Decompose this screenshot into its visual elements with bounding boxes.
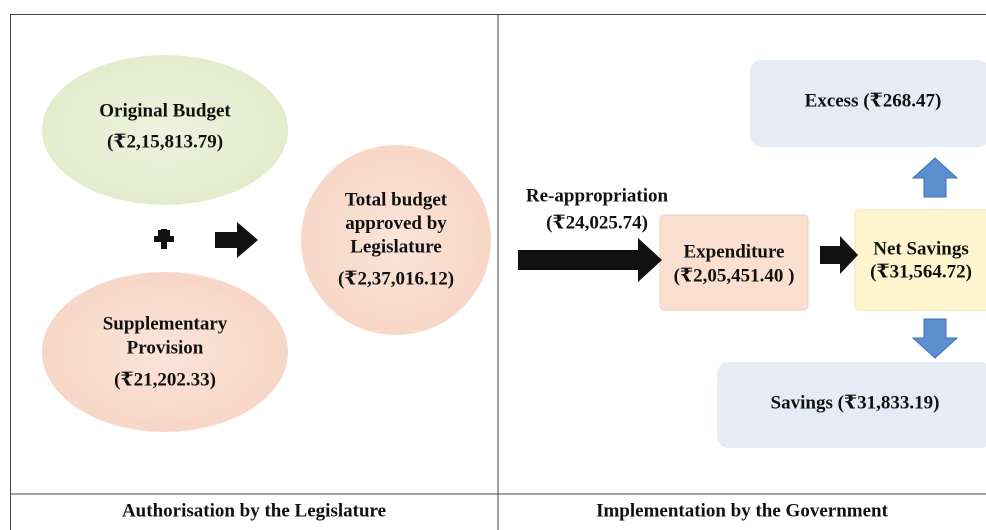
node-label: Net Savings bbox=[873, 238, 969, 259]
arrow bbox=[820, 236, 858, 274]
excess-box bbox=[750, 60, 986, 147]
frame bbox=[10, 14, 986, 530]
node-label: Original Budget bbox=[99, 100, 231, 121]
down-arrow bbox=[911, 318, 959, 359]
node-amount: (₹2,05,451.40 ) bbox=[674, 265, 795, 286]
node-label: Legislature bbox=[350, 236, 441, 257]
plus bbox=[154, 229, 174, 249]
node-label: Provision bbox=[127, 337, 204, 358]
original-budget-ellipse bbox=[42, 55, 288, 205]
node-amount: (₹2,15,813.79) bbox=[107, 131, 223, 152]
node-amount: (₹31,564.72) bbox=[870, 261, 972, 282]
total-budget-circle bbox=[301, 145, 491, 335]
up-arrow bbox=[911, 157, 959, 198]
caption: Authorisation by the Legislature bbox=[122, 500, 386, 521]
node-amount: (₹24,025.74) bbox=[546, 212, 648, 233]
node-amount: (₹2,37,016.12) bbox=[338, 268, 454, 289]
node-label: Supplementary bbox=[103, 313, 228, 334]
node-amount: (₹21,202.33) bbox=[114, 369, 216, 390]
node-label: Re-appropriation bbox=[526, 185, 669, 206]
node-label: approved by bbox=[345, 213, 447, 234]
node-label: Expenditure bbox=[683, 241, 784, 262]
arrow bbox=[215, 222, 258, 258]
savings-box bbox=[717, 362, 986, 448]
caption: Implementation by the Government bbox=[596, 500, 889, 521]
net-savings-box bbox=[854, 209, 986, 311]
expenditure-box bbox=[659, 214, 809, 311]
savings-label: Savings (₹31,833.19) bbox=[771, 392, 940, 413]
big-arrow bbox=[518, 238, 662, 282]
node-label: Total budget bbox=[345, 189, 448, 210]
excess-label: Excess (₹268.47) bbox=[805, 90, 942, 111]
supplementary-ellipse bbox=[42, 272, 288, 432]
